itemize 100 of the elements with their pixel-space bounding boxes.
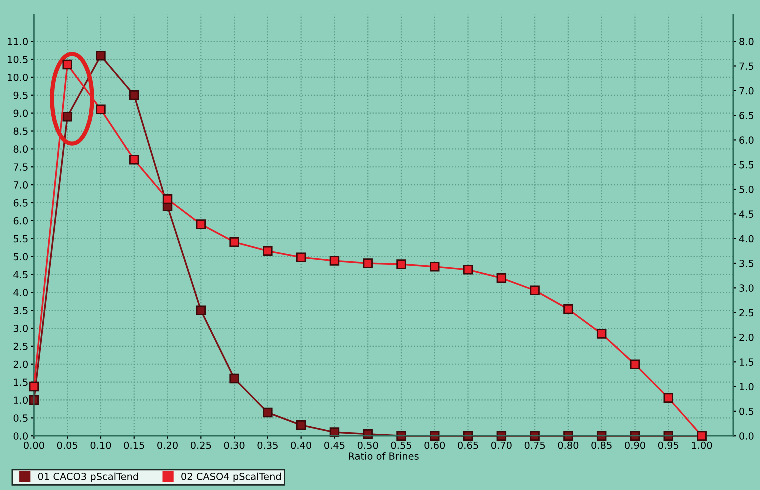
y-tick-label: 0.0 [14,432,28,440]
x-tick-label: 0.60 [424,442,446,450]
point [630,360,640,370]
point [564,431,574,441]
y-tick-label: 8.5 [14,128,28,136]
y2-tick-label: 0.0 [740,432,754,440]
point [496,273,507,284]
legend-label: 01 CACO3 pScalTend [38,472,138,482]
point [62,60,72,70]
x-tick-label: 0.40 [291,442,312,450]
point [96,104,106,114]
x-tick-label: 1.00 [692,442,712,450]
x-tick-label: 0.15 [124,442,144,450]
y2-tick-label: 1.5 [740,358,754,366]
x-tick-label: 0.25 [190,442,212,450]
point [263,246,273,256]
point [664,431,674,441]
x-tick-label: 0.10 [90,442,112,450]
point [564,304,574,314]
x-tick-label: 0.30 [224,442,245,450]
point [296,252,306,262]
y-tick-label: 4.5 [14,271,28,279]
y-tick-label: 7.0 [14,182,28,189]
y2-tick-label: 6.5 [740,112,754,120]
legend-label: 02 CASO4 pScalTend [182,472,282,482]
point [330,256,340,266]
point [62,112,72,122]
x-tick-label: 0.20 [158,442,178,450]
point [530,431,540,441]
x-tick-label: 0.35 [258,442,278,450]
y-tick-label: 0.5 [14,414,28,422]
point [664,393,674,403]
y2-tick-label: 5.5 [740,161,754,169]
x-axis-title: Ratio of Brines [349,452,419,460]
y-tick-label: 9.5 [14,92,28,100]
point [330,428,340,438]
point [263,408,273,418]
point [130,155,140,165]
y-tick-label: 2.0 [14,360,28,368]
y-tick-label: 3.0 [14,324,28,332]
y-tick-label: 4.0 [14,289,28,296]
y-tick-label: 10.5 [8,56,28,64]
point [596,431,607,441]
y2-tick-label: 2.5 [740,309,754,317]
y-tick-label: 10.0 [8,74,28,82]
point [130,90,140,100]
point [196,220,206,230]
y-tick-label: 9.0 [14,110,28,118]
x-tick-label: 0.95 [658,442,679,450]
point [363,258,373,268]
y2-tick-label: 7.5 [740,62,754,70]
point [396,431,406,441]
y-tick-label: 7.5 [14,164,28,171]
point [630,431,640,441]
y2-tick-label: 2.0 [740,334,754,342]
x-tick-label: 0.65 [458,442,478,450]
x-tick-label: 0.45 [324,442,345,450]
y2-tick-label: 6.0 [740,136,754,144]
x-tick-label: 0.05 [57,442,78,450]
x-tick-label: 0.80 [558,442,579,450]
y2-tick-label: 0.5 [740,408,754,416]
point [29,382,40,392]
y-tick-label: 2.5 [14,342,28,350]
y2-tick-label: 3.0 [740,284,754,292]
y2-tick-label: 8.0 [740,38,754,46]
point [463,431,474,441]
x-tick-label: 0.75 [524,442,546,450]
x-tick-label: 0.00 [24,442,44,450]
y-tick-label: 11.0 [8,38,28,46]
x-tick-label: 0.50 [358,442,378,450]
y-tick-label: 3.5 [14,307,28,314]
y2-tick-label: 7.0 [740,87,754,95]
point [430,431,440,441]
point [430,262,440,272]
point [496,431,507,441]
point [296,420,306,430]
x-tick-label: 0.90 [625,442,646,450]
y-tick-label: 5.5 [14,235,28,243]
point [596,329,607,339]
y-tick-label: 1.5 [14,378,28,386]
point [530,286,540,296]
point [96,51,106,61]
point [230,374,240,384]
y2-tick-label: 5.0 [740,186,754,194]
point [196,306,206,316]
y2-tick-label: 4.5 [739,210,754,218]
point [162,194,173,204]
x-tick-label: 0.70 [491,442,512,450]
y-tick-label: 5.0 [14,253,28,261]
y-tick-label: 6.0 [14,217,28,225]
y2-tick-label: 1.0 [740,383,754,391]
y-tick-label: 8.0 [14,146,28,154]
x-tick-label: 0.85 [592,442,612,450]
point [230,237,240,248]
point [396,260,406,270]
point [363,429,373,440]
y-tick-label: 1.0 [14,396,28,404]
y-tick-label: 6.5 [14,199,28,207]
x-tick-label: 0.55 [391,442,412,450]
y2-tick-label: 4.0 [739,235,754,243]
